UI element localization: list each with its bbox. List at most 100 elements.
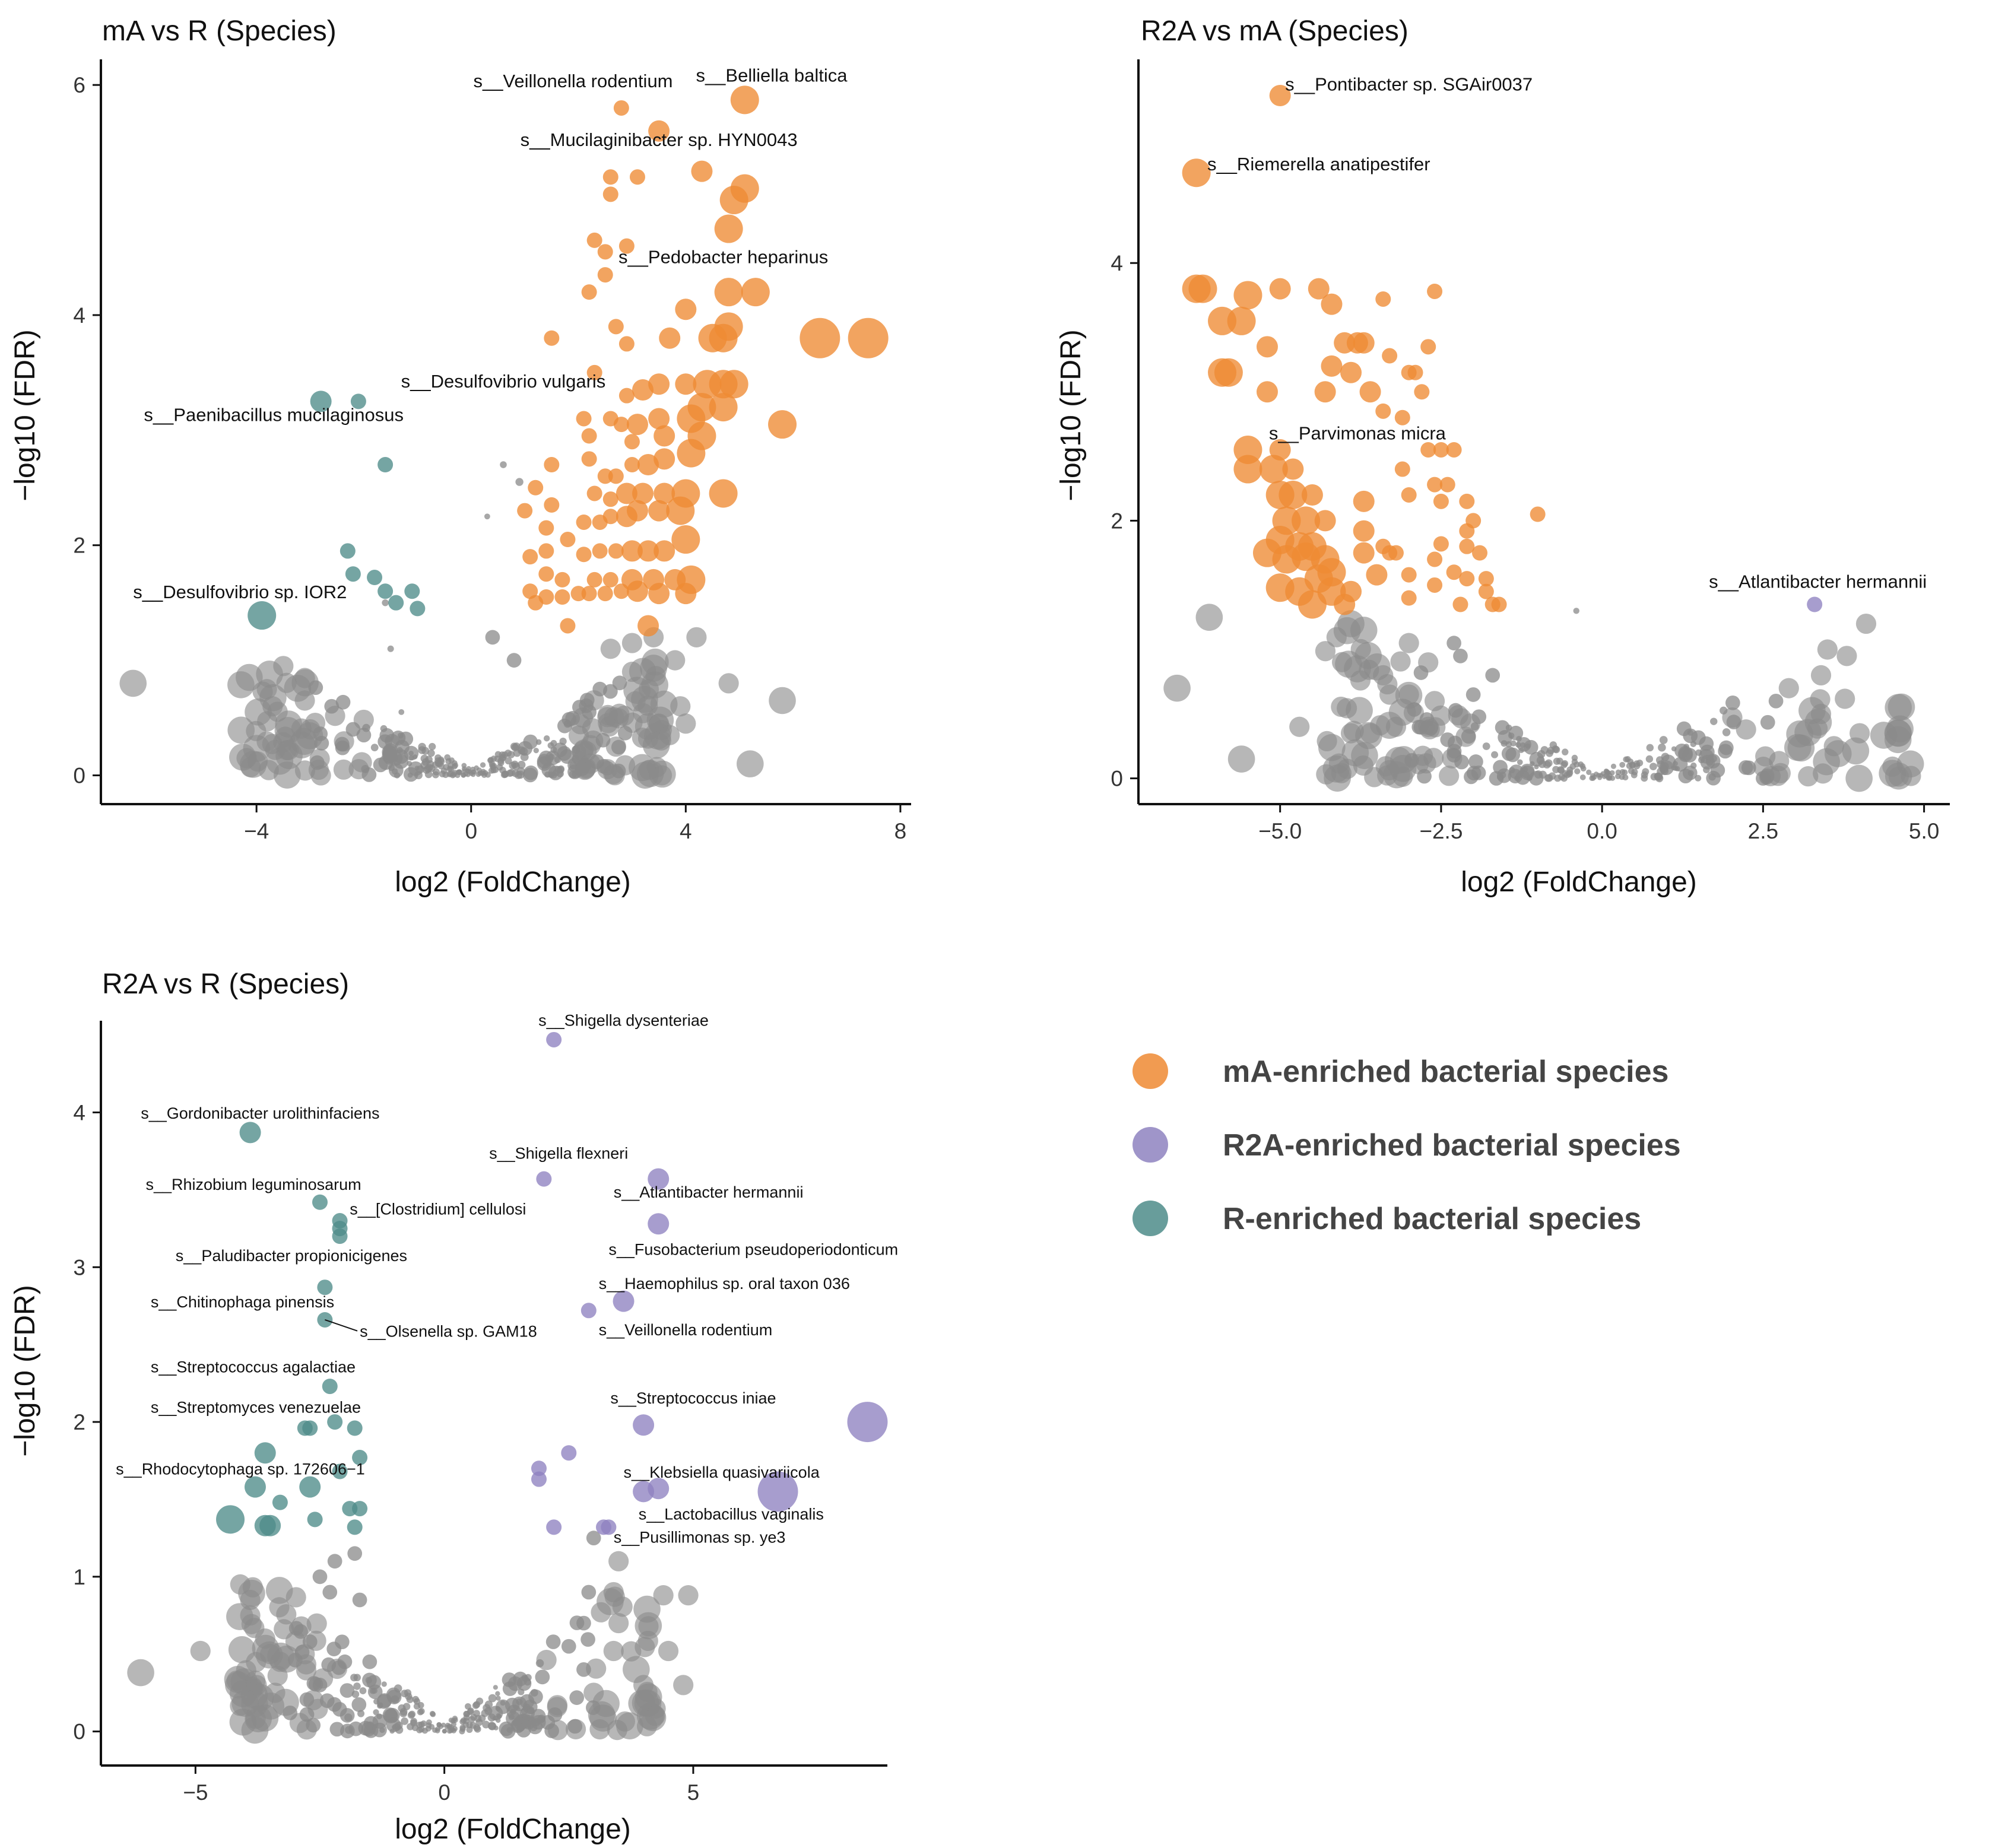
ns-point: [255, 1628, 275, 1649]
ns-point: [1554, 774, 1562, 782]
ns-point: [373, 1709, 379, 1716]
ns-point: [127, 1659, 154, 1687]
ns-point: [1768, 693, 1784, 709]
ns-point: [446, 1728, 452, 1734]
ns-point: [557, 718, 572, 734]
mA-enriched-point: [1433, 442, 1449, 458]
mA-enriched-point: [1530, 506, 1546, 522]
ns-point: [455, 772, 461, 779]
ns-point: [278, 739, 299, 760]
ns-point: [513, 1671, 528, 1687]
ns-point: [1810, 665, 1832, 686]
ns-point: [1855, 613, 1877, 634]
ns-point: [439, 770, 446, 777]
nonsignificant-points: [127, 1531, 699, 1744]
x-tick-label: −5.0: [1258, 819, 1302, 843]
mA-enriched-point: [714, 214, 743, 243]
x-axis-title: log2 (FoldChange): [395, 1814, 631, 1845]
ns-point: [1498, 730, 1512, 745]
R-enriched-point: [332, 1463, 348, 1479]
ns-point: [1552, 745, 1559, 753]
ns-point: [616, 1712, 643, 1739]
species-label: s__Klebsiella quasivariicola: [624, 1463, 820, 1481]
mA-enriched-point: [1491, 596, 1507, 612]
mA-enriched-point: [544, 457, 560, 473]
y-tick-label: 4: [73, 1101, 85, 1125]
ns-point: [424, 770, 433, 779]
ns-point: [426, 1722, 432, 1729]
ns-point: [718, 673, 739, 694]
ns-point: [612, 1596, 633, 1617]
mA-enriched-point: [632, 482, 654, 504]
ns-point: [407, 772, 413, 778]
x-tick-label: 5: [687, 1780, 700, 1805]
ns-point: [294, 690, 315, 711]
nonsignificant-points: [1163, 604, 1924, 792]
species-label: s__Fusobacterium pseudoperiodonticum: [608, 1240, 898, 1258]
ns-point: [345, 722, 361, 737]
mA-enriched-point: [1433, 536, 1449, 552]
ns-point: [1317, 731, 1337, 752]
legend-label-R: R-enriched bacterial species: [1223, 1202, 1641, 1236]
ns-point: [612, 675, 627, 691]
R-enriched-point: [378, 457, 394, 473]
ns-point: [1556, 757, 1563, 765]
R-enriched-point: [248, 601, 277, 630]
mA-enriched-point: [1308, 278, 1330, 300]
ns-point: [603, 1582, 624, 1603]
mA-enriched-point: [1427, 283, 1443, 299]
ns-point: [1517, 759, 1523, 766]
ns-point: [240, 1605, 261, 1626]
ns-point: [1398, 684, 1419, 705]
ns-point: [329, 1722, 345, 1737]
mA-enriched-point: [1472, 545, 1488, 561]
ns-point: [659, 725, 680, 745]
panel-R2A-vs-mA: R2A vs mA (Species) s__Pontibacter sp. S…: [1055, 15, 1950, 898]
mA-enriched-point: [544, 497, 560, 513]
mA-enriched-point: [1401, 590, 1417, 606]
ns-point: [1741, 760, 1756, 776]
legend-item-R2A: R2A-enriched bacterial species: [1133, 1127, 1681, 1163]
mA-enriched-point: [624, 457, 640, 473]
species-label: s__Belliella baltica: [696, 65, 848, 85]
ns-point: [434, 760, 442, 767]
ns-point: [1619, 769, 1626, 775]
ns-point: [1471, 709, 1487, 725]
ns-point: [1448, 703, 1463, 718]
ns-point: [471, 769, 477, 775]
R-enriched-point: [347, 1420, 363, 1436]
mA-enriched-point: [648, 500, 670, 522]
ns-point: [1350, 639, 1371, 660]
ns-point: [1522, 766, 1528, 772]
ns-point: [1658, 743, 1666, 752]
ns-point: [600, 639, 621, 659]
mA-enriched-point: [1375, 403, 1391, 419]
legend-item-R: R-enriched bacterial species: [1133, 1201, 1641, 1236]
species-label: s__Parvimonas micra: [1269, 423, 1446, 444]
ns-point: [1440, 732, 1455, 747]
ns-point: [484, 513, 490, 520]
mA-enriched-point: [1375, 291, 1391, 307]
mA-enriched-point: [629, 169, 645, 185]
mA-enriched-point: [691, 160, 713, 182]
ns-point: [240, 1589, 261, 1611]
ns-point: [493, 1716, 498, 1721]
mA-enriched-point: [1233, 281, 1262, 310]
ns-point: [306, 1613, 327, 1634]
mA-enriched-point: [1334, 593, 1356, 615]
mA-enriched-point: [1366, 564, 1388, 586]
y-tick-label: 0: [1111, 767, 1123, 791]
legend: mA-enriched bacterial species R2A-enrich…: [1133, 1053, 1681, 1236]
ns-point: [288, 1621, 304, 1636]
ns-point: [485, 630, 500, 645]
ns-point: [335, 694, 351, 710]
ns-point: [372, 1722, 387, 1738]
ns-point: [420, 1720, 427, 1727]
ns-point: [1673, 757, 1688, 772]
ns-point: [1659, 736, 1668, 744]
ns-point: [1709, 755, 1717, 763]
mA-enriched-point: [616, 482, 637, 504]
ns-point: [581, 1585, 597, 1600]
species-label: s__Veillonella rodentium: [599, 1321, 773, 1339]
ns-point: [470, 1722, 477, 1729]
